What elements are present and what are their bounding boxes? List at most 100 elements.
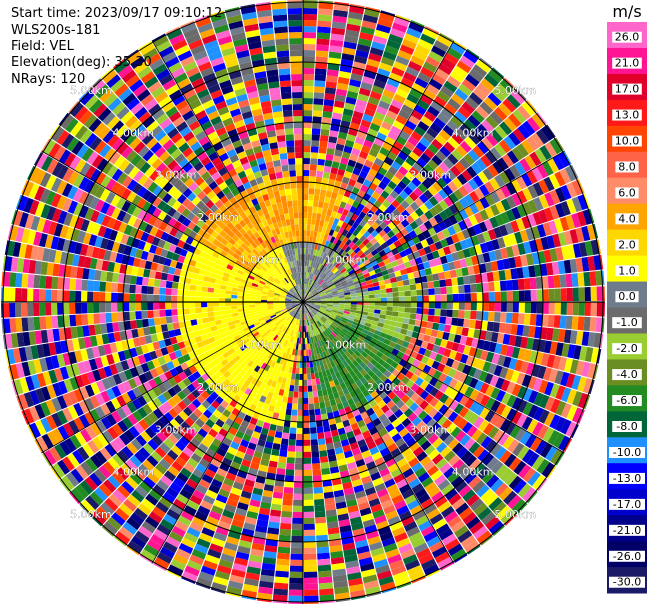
velocity-gate — [449, 325, 458, 334]
velocity-gate — [314, 302, 321, 304]
velocity-gate — [383, 350, 392, 358]
velocity-gate — [551, 261, 560, 275]
velocity-gate — [130, 320, 138, 330]
velocity-gate — [508, 357, 518, 370]
velocity-gate — [509, 164, 521, 179]
velocity-gate — [392, 296, 399, 302]
velocity-gate — [304, 290, 307, 297]
velocity-gate — [395, 275, 403, 282]
velocity-gate — [472, 128, 486, 141]
velocity-gate — [516, 176, 528, 190]
velocity-gate — [350, 296, 357, 300]
velocity-gate — [27, 317, 35, 331]
velocity-gate — [561, 387, 572, 403]
velocity-gate — [329, 324, 336, 330]
velocity-gate — [338, 187, 346, 196]
velocity-gate — [527, 404, 539, 419]
velocity-gate — [494, 214, 505, 227]
velocity-gate — [398, 291, 405, 297]
velocity-gate — [477, 449, 490, 462]
velocity-gate — [552, 328, 560, 342]
velocity-gate — [305, 290, 308, 297]
velocity-gate — [371, 41, 386, 51]
velocity-gate — [324, 268, 330, 274]
velocity-gate — [548, 220, 558, 235]
velocity-gate — [69, 290, 76, 302]
velocity-gate — [372, 281, 380, 287]
velocity-gate — [504, 222, 514, 235]
velocity-gate — [388, 104, 401, 115]
velocity-gate — [349, 205, 357, 214]
velocity-gate — [482, 302, 489, 312]
velocity-gate — [303, 529, 316, 536]
velocity-gate — [171, 302, 178, 309]
velocity-gate — [338, 297, 345, 300]
velocity-gate — [382, 323, 390, 330]
velocity-gate — [322, 111, 333, 119]
velocity-gate — [424, 267, 433, 276]
velocity-gate — [476, 123, 490, 137]
velocity-gate — [319, 140, 328, 148]
velocity-gate — [93, 313, 101, 324]
velocity-gate — [554, 416, 567, 432]
velocity-gate — [500, 198, 511, 211]
velocity-gate — [291, 529, 303, 536]
velocity-gate — [474, 391, 485, 404]
velocity-gate — [482, 292, 489, 302]
velocity-gate — [391, 316, 398, 322]
velocity-gate — [135, 302, 142, 311]
velocity-gate — [528, 265, 536, 278]
velocity-gate — [439, 393, 449, 404]
velocity-gate — [15, 272, 23, 288]
velocity-gate — [470, 310, 477, 320]
velocity-gate — [448, 350, 458, 360]
velocity-gate — [333, 3, 349, 12]
velocity-gate — [500, 247, 509, 259]
velocity-gate — [318, 582, 334, 590]
velocity-gate — [403, 186, 413, 196]
velocity-gate — [386, 302, 393, 307]
velocity-gate — [295, 457, 303, 464]
velocity-gate — [524, 290, 531, 302]
velocity-gate — [289, 565, 303, 572]
velocity-gate — [443, 157, 455, 169]
velocity-gate — [303, 571, 318, 578]
velocity-gate — [521, 173, 533, 187]
velocity-gate — [510, 370, 520, 383]
velocity-gate — [331, 118, 342, 126]
velocity-gate — [415, 420, 427, 431]
velocity-gate — [397, 312, 405, 318]
velocity-gate — [547, 314, 555, 328]
velocity-gate — [63, 290, 70, 302]
velocity-gate — [159, 294, 166, 302]
velocity-gate — [402, 125, 414, 136]
velocity-gate — [377, 261, 386, 268]
velocity-gate — [526, 490, 538, 504]
velocity-gate — [81, 279, 89, 291]
velocity-gate — [558, 435, 571, 452]
velocity-gate — [307, 206, 313, 213]
velocity-gate — [374, 305, 381, 310]
velocity-gate — [314, 297, 321, 300]
velocity-gate — [298, 379, 303, 386]
velocity-gate — [542, 427, 555, 443]
velocity-gate — [390, 234, 399, 243]
velocity-gate — [408, 114, 420, 126]
velocity-gate — [552, 155, 565, 171]
velocity-gate — [356, 298, 363, 302]
velocity-gate — [307, 285, 311, 292]
velocity-gate — [191, 272, 199, 280]
velocity-gate — [352, 343, 359, 350]
velocity-gate — [496, 332, 505, 344]
velocity-gate — [523, 241, 532, 254]
velocity-gate — [479, 197, 490, 209]
velocity-gate — [426, 418, 437, 429]
velocity-gate — [69, 302, 76, 315]
velocity-gate — [449, 400, 459, 411]
velocity-gate — [445, 253, 454, 263]
velocity-gate — [393, 16, 410, 28]
velocity-gate — [521, 215, 531, 229]
velocity-gate — [558, 232, 567, 247]
velocity-gate — [500, 379, 511, 392]
velocity-gate — [177, 302, 184, 309]
